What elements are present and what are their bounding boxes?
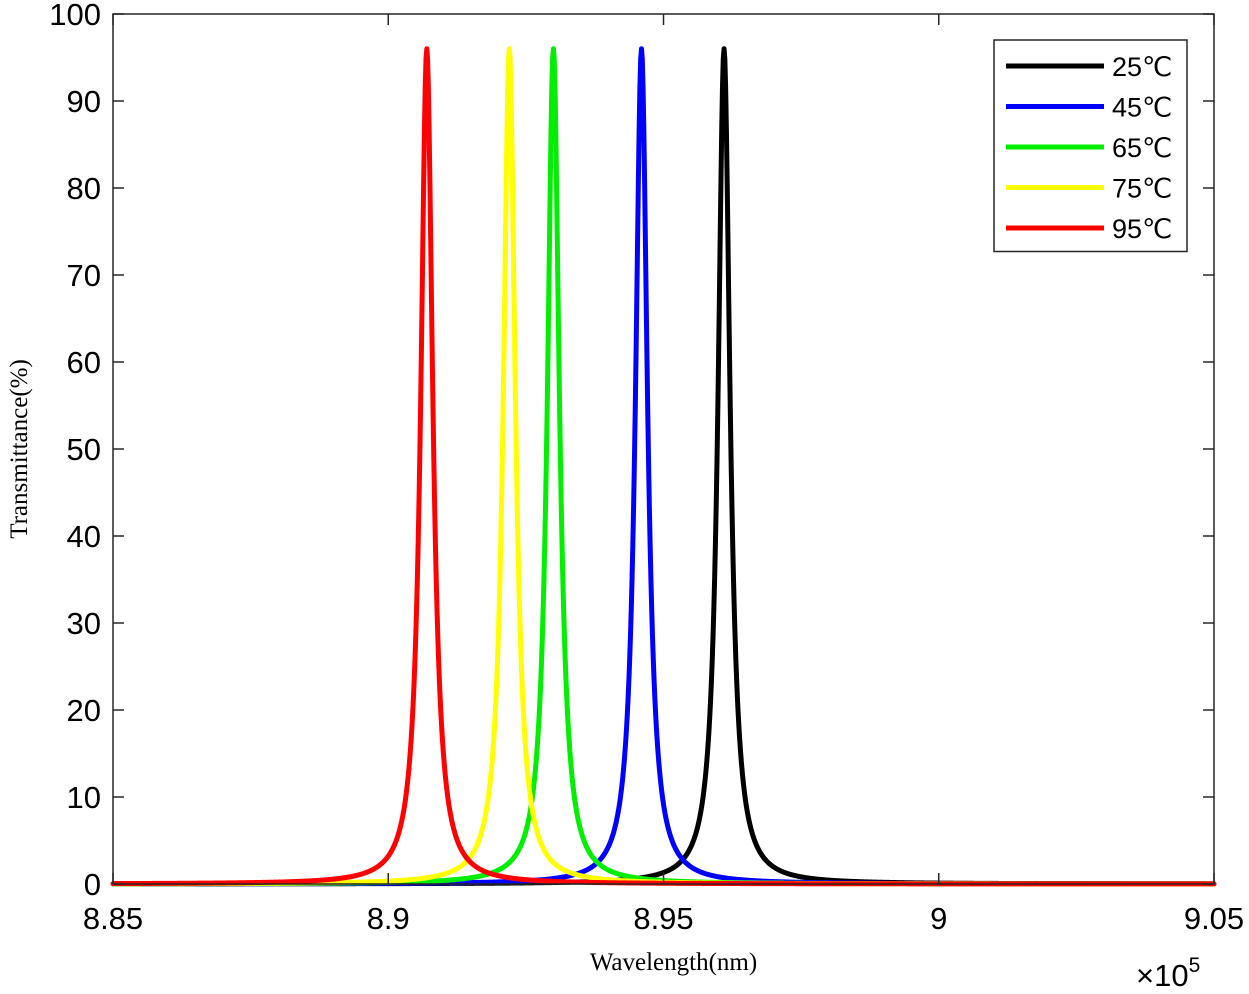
x-tick-label: 9 <box>930 901 947 936</box>
legend: 25℃ 45℃ 65℃ 75℃ 95℃ <box>993 39 1188 253</box>
legend-label: 45℃ <box>1112 93 1172 123</box>
x-axis-title: Wavelength(nm) <box>590 949 757 976</box>
x-axis-multiplier: ×105 <box>1136 954 1200 993</box>
ticks-layer: 8.85 8.9 8.95 9 9.05 0 10 20 30 40 50 60 70 80 90 100 <box>49 0 1244 936</box>
x-tick-label: 9.05 <box>1184 901 1244 936</box>
y-tick-label: 0 <box>84 867 101 902</box>
y-tick-label: 100 <box>49 0 101 32</box>
x-tick-label: 8.9 <box>367 901 410 936</box>
x-tick-label: 8.85 <box>83 901 143 936</box>
y-tick-label: 60 <box>67 345 101 380</box>
x-axis-multiplier-base: ×10 <box>1136 958 1189 993</box>
legend-label: 25℃ <box>1112 52 1172 82</box>
y-tick-label: 90 <box>67 84 101 119</box>
legend-label: 75℃ <box>1112 174 1172 204</box>
y-tick-label: 70 <box>67 258 101 293</box>
y-axis-title: Transmittance(%) <box>6 359 33 539</box>
y-tick-label: 40 <box>67 519 101 554</box>
legend-label: 95℃ <box>1112 214 1172 244</box>
legend-label: 65℃ <box>1112 133 1172 163</box>
y-tick-label: 30 <box>67 606 101 641</box>
y-tick-label: 80 <box>67 171 101 206</box>
y-tick-label: 10 <box>67 780 101 815</box>
y-tick-label: 50 <box>67 432 101 467</box>
y-tick-label: 20 <box>67 693 101 728</box>
x-tick-label: 8.95 <box>633 901 693 936</box>
x-axis-multiplier-exponent: 5 <box>1189 954 1201 977</box>
